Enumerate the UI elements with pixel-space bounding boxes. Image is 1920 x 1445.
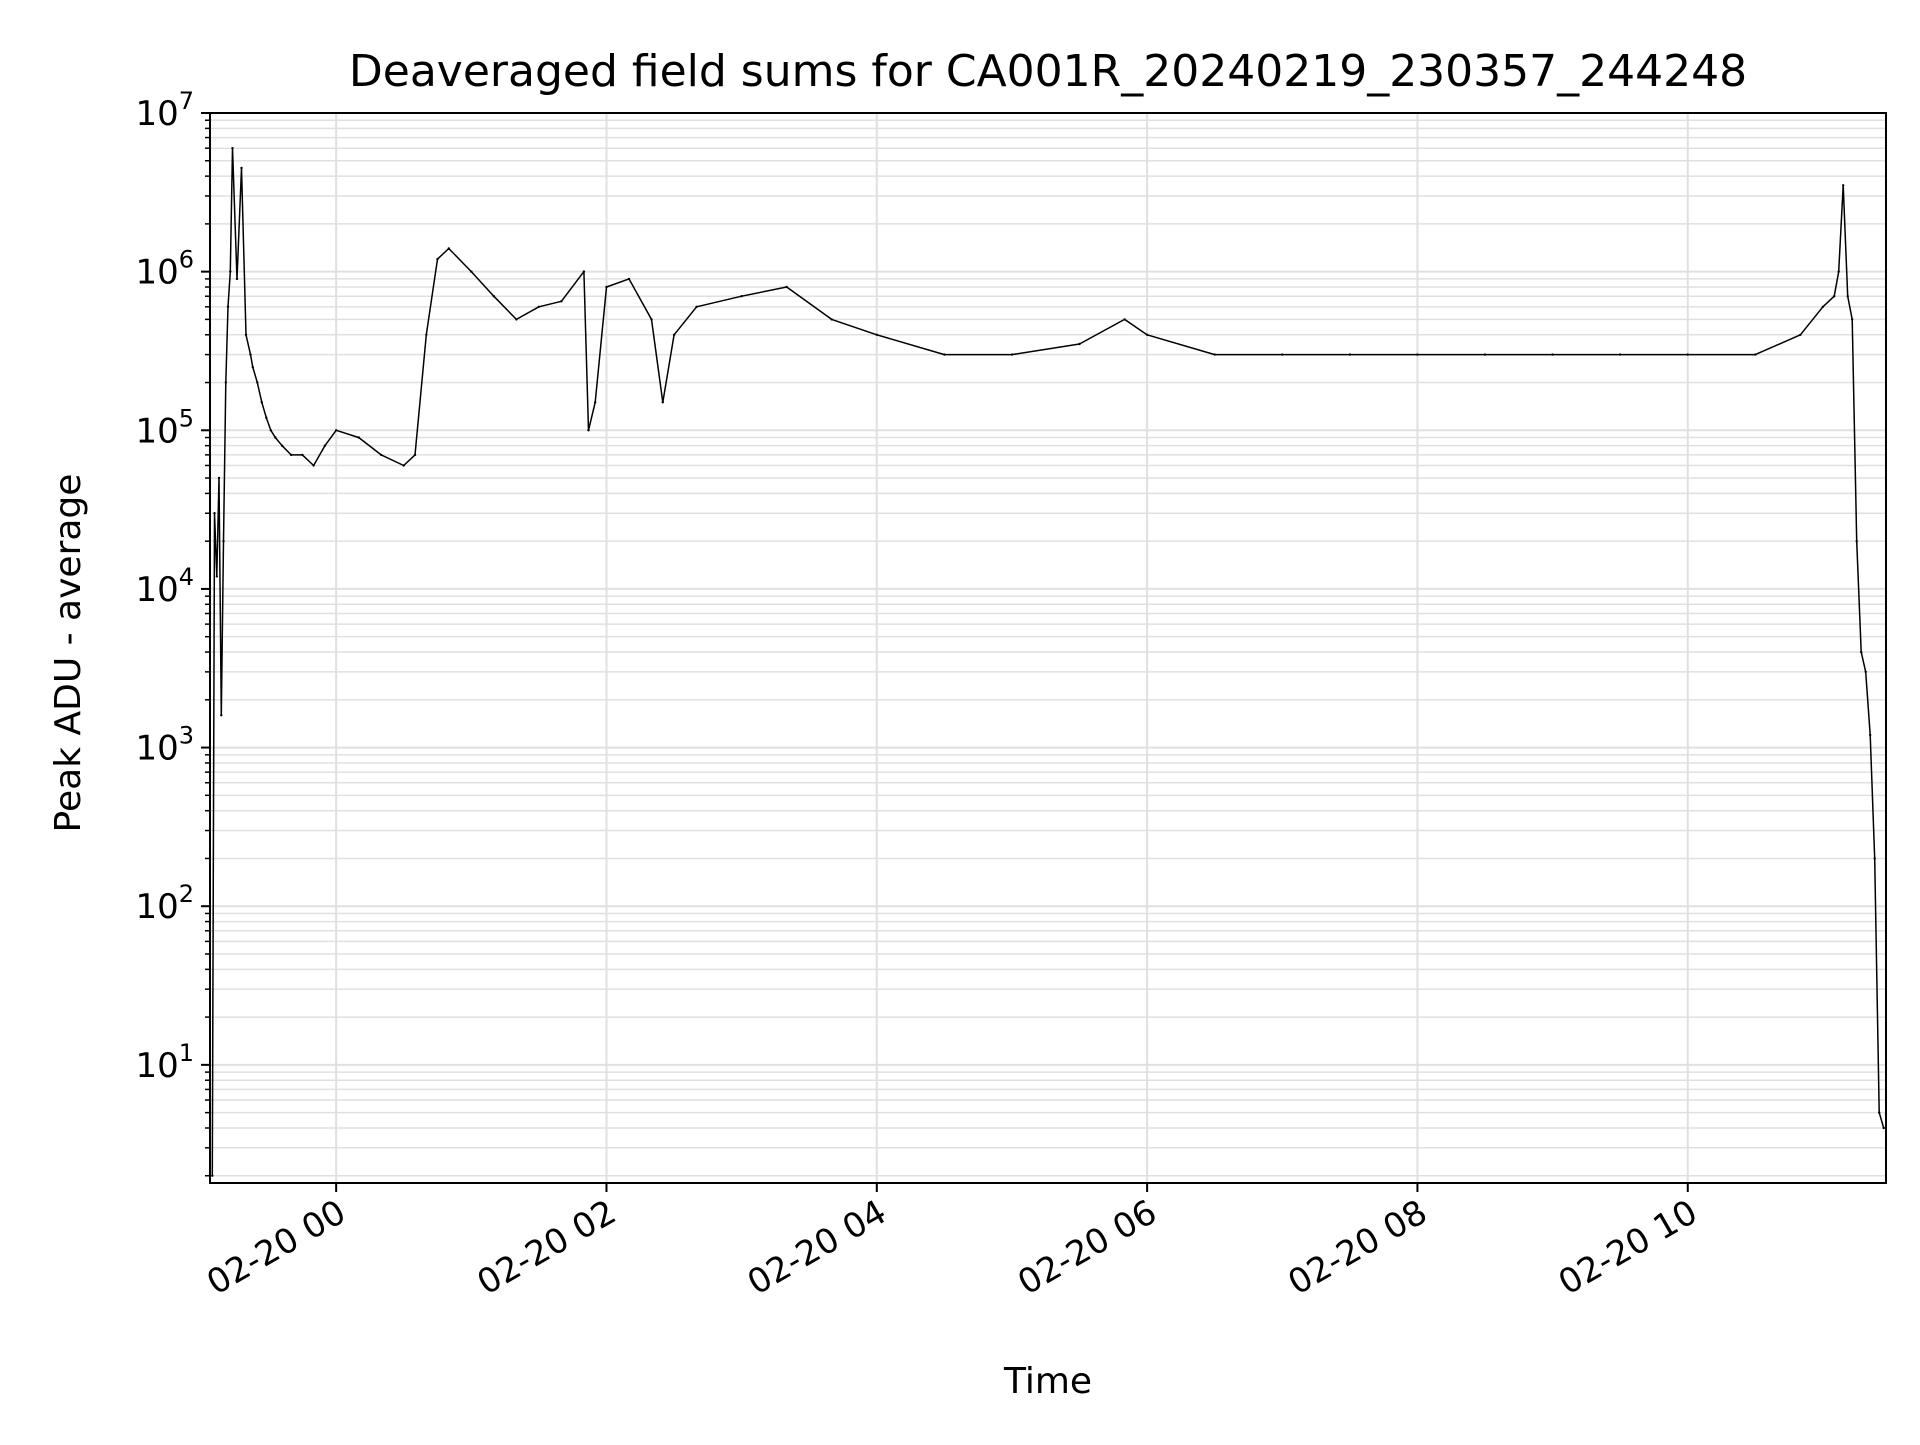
y-tick-label: 101 bbox=[135, 1039, 194, 1086]
data-point bbox=[215, 575, 218, 578]
data-point bbox=[213, 512, 216, 515]
data-point bbox=[1860, 650, 1863, 654]
data-point bbox=[627, 277, 631, 281]
data-point bbox=[357, 436, 360, 439]
data-point bbox=[217, 476, 221, 480]
data-point bbox=[249, 353, 252, 356]
data-point bbox=[830, 318, 833, 321]
data-point bbox=[470, 270, 473, 273]
y-tick-label: 102 bbox=[135, 880, 194, 927]
data-point bbox=[1551, 353, 1554, 356]
plot-frame bbox=[209, 112, 1887, 1184]
data-point bbox=[380, 453, 383, 457]
data-point bbox=[515, 318, 518, 321]
data-point bbox=[1416, 353, 1419, 356]
y-tick-label: 107 bbox=[135, 87, 194, 134]
data-point bbox=[943, 353, 946, 356]
data-point bbox=[605, 285, 608, 289]
data-point bbox=[1010, 353, 1014, 356]
data-point bbox=[1078, 342, 1081, 346]
data-point bbox=[280, 444, 284, 447]
data-point bbox=[560, 300, 563, 303]
data-point bbox=[1846, 295, 1849, 298]
data-point bbox=[1873, 857, 1876, 860]
y-axis-label: Peak ADU - average bbox=[48, 474, 89, 833]
grid-layer bbox=[210, 112, 1886, 1183]
data-point bbox=[1851, 318, 1854, 321]
data-point bbox=[1348, 353, 1352, 356]
data-point bbox=[1483, 353, 1487, 356]
data-point bbox=[413, 453, 417, 457]
data-point bbox=[211, 1174, 214, 1177]
data-point bbox=[672, 333, 676, 336]
data-point bbox=[594, 401, 597, 404]
data-point bbox=[312, 464, 315, 467]
data-point bbox=[1869, 733, 1872, 737]
data-point bbox=[256, 381, 259, 384]
data-point bbox=[875, 333, 878, 336]
data-point bbox=[740, 295, 743, 298]
data-point bbox=[220, 714, 223, 717]
data-point bbox=[1686, 353, 1690, 356]
y-tick-label: 103 bbox=[135, 722, 194, 769]
data-point bbox=[269, 429, 272, 432]
data-point bbox=[222, 540, 225, 543]
y-tick-label: 105 bbox=[135, 404, 194, 451]
data-point bbox=[1281, 353, 1284, 356]
data-point bbox=[226, 305, 230, 308]
x-axis-label: Time bbox=[1003, 1361, 1092, 1402]
data-point bbox=[1123, 318, 1126, 321]
data-point bbox=[1855, 540, 1858, 543]
data-point bbox=[492, 295, 495, 298]
data-point bbox=[1882, 1126, 1885, 1130]
data-point bbox=[1213, 353, 1216, 356]
data-point bbox=[260, 401, 263, 404]
data-point bbox=[1821, 305, 1825, 308]
data-point bbox=[1864, 670, 1867, 674]
y-tick-label: 106 bbox=[135, 246, 194, 293]
data-point bbox=[402, 464, 405, 467]
data-point bbox=[251, 366, 254, 369]
data-point bbox=[1619, 353, 1622, 356]
data-point bbox=[265, 416, 268, 419]
data-point bbox=[231, 147, 234, 150]
data-point bbox=[587, 429, 590, 432]
data-point bbox=[335, 429, 338, 432]
data-point bbox=[274, 436, 277, 439]
data-point bbox=[785, 285, 788, 289]
data-point bbox=[224, 381, 227, 384]
data-point bbox=[582, 270, 586, 273]
data-point bbox=[425, 333, 428, 336]
chart-title: Deaveraged field sums for CA001R_2024021… bbox=[349, 46, 1747, 97]
data-point bbox=[244, 333, 248, 336]
data-point bbox=[240, 166, 243, 170]
data-point bbox=[650, 318, 653, 321]
data-point bbox=[1833, 295, 1836, 298]
data-point bbox=[1837, 270, 1840, 273]
data-point bbox=[1799, 333, 1802, 336]
data-point bbox=[289, 453, 293, 457]
data-point bbox=[661, 401, 664, 404]
data-point bbox=[235, 277, 239, 281]
data-point bbox=[1842, 184, 1845, 187]
data-point bbox=[229, 270, 232, 273]
line-layer bbox=[211, 147, 1885, 1177]
data-point bbox=[1145, 333, 1149, 336]
data-point bbox=[447, 247, 450, 250]
data-point bbox=[1754, 353, 1757, 356]
data-point bbox=[323, 444, 327, 447]
y-tick-label: 104 bbox=[135, 563, 194, 610]
data-point bbox=[695, 305, 698, 308]
data-point bbox=[537, 305, 541, 308]
data-point bbox=[1878, 1111, 1881, 1114]
data-point bbox=[436, 257, 439, 261]
data-point bbox=[301, 453, 304, 457]
